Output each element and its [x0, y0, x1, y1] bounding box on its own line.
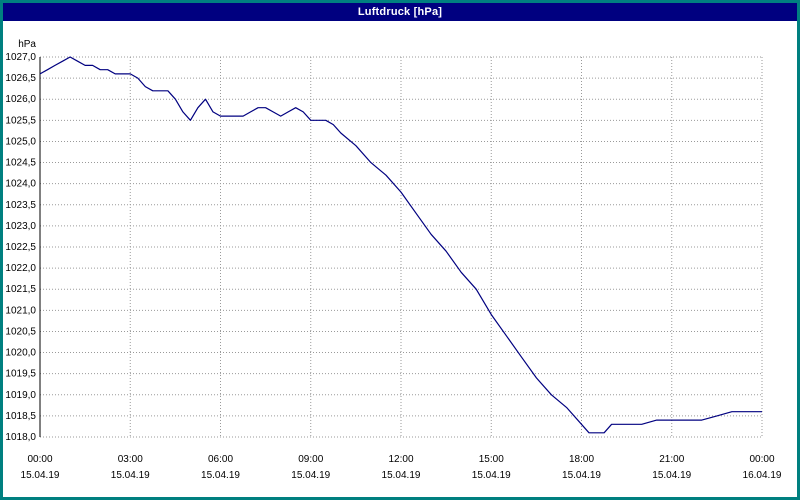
x-tick-date-label: 15.04.19: [291, 470, 330, 481]
y-tick-label: 1024,5: [5, 158, 36, 169]
y-tick-label: 1025,5: [5, 115, 36, 126]
y-tick-label: 1021,0: [5, 305, 36, 316]
x-tick-time-label: 00:00: [749, 454, 774, 465]
pressure-chart: 1018,0 1018,5 1019,0 1019,5 1020,0 1020,5 1021…: [5, 39, 782, 481]
y-tick-label: 1026,0: [5, 94, 36, 105]
y-tick-label: 1019,0: [5, 390, 36, 401]
y-tick-label: 1019,5: [5, 369, 36, 380]
y-tick-label: 1023,0: [5, 221, 36, 232]
y-tick-label: 1026,5: [5, 73, 36, 84]
window-title: Luftdruck [hPa]: [357, 6, 443, 18]
x-tick-time-label: 06:00: [208, 454, 233, 465]
y-tick-label: 1024,0: [5, 179, 36, 190]
x-tick-date-label: 15.04.19: [472, 470, 511, 481]
y-tick-label: 1022,0: [5, 263, 36, 274]
x-tick-date-label: 15.04.19: [21, 470, 60, 481]
x-tick-date-label: 15.04.19: [201, 470, 240, 481]
x-tick-date-label: 16.04.19: [743, 470, 782, 481]
y-tick-label: 1023,5: [5, 200, 36, 211]
y-tick-label: 1020,0: [5, 348, 36, 359]
x-tick-date-label: 15.04.19: [111, 470, 150, 481]
x-tick-time-label: 21:00: [659, 454, 684, 465]
titlebar: Luftdruck [hPa]: [3, 3, 797, 21]
x-tick-date-label: 15.04.19: [562, 470, 601, 481]
y-tick-label: 1022,5: [5, 242, 36, 253]
x-tick-time-label: 00:00: [27, 454, 52, 465]
x-tick-time-label: 09:00: [298, 454, 323, 465]
y-tick-label: 1027,0: [5, 52, 36, 63]
x-tick-time-label: 03:00: [118, 454, 143, 465]
y-tick-label: 1025,0: [5, 136, 36, 147]
x-tick-time-label: 18:00: [569, 454, 594, 465]
y-axis-unit-label: hPa: [18, 39, 36, 50]
x-tick-time-label: 15:00: [479, 454, 504, 465]
x-tick-date-label: 15.04.19: [652, 470, 691, 481]
y-tick-label: 1018,0: [5, 432, 36, 443]
pressure-line: [39, 56, 762, 434]
y-tick-label: 1021,5: [5, 284, 36, 295]
x-tick-date-label: 15.04.19: [382, 470, 421, 481]
y-tick-label: 1018,5: [5, 411, 36, 422]
x-tick-time-label: 12:00: [388, 454, 413, 465]
y-tick-label: 1020,5: [5, 326, 36, 337]
